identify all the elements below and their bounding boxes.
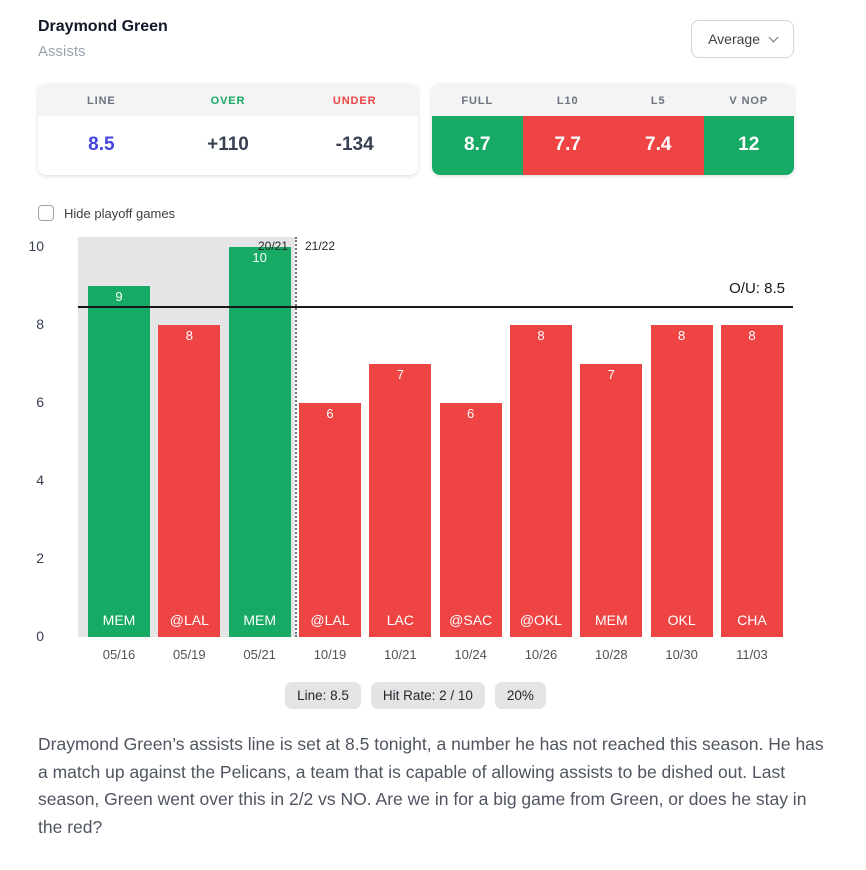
bar-opponent: OKL [667,612,696,628]
game-date: 10/21 [384,647,417,662]
splits-panel-value-full: 8.7 [432,116,523,175]
hit-percentage-pill: 20% [494,682,546,709]
game-date: 10/28 [595,647,628,662]
line-panel-value-under: -134 [335,134,374,155]
line-panel-value-line: 8.5 [88,134,115,155]
player-name: Draymond Green [38,18,168,35]
hide-playoff-checkbox[interactable] [38,205,54,221]
splits-panel-header-l5: L5 [650,95,666,107]
stat-name: Assists [38,43,86,60]
assists-bar-10/28[interactable]: 7 MEM [580,364,643,637]
season-label-left: 20/21 [257,239,288,253]
bar-value: 8 [185,328,193,343]
summary-pills: Line: 8.5 Hit Rate: 2 / 10 20% [38,682,793,709]
bar-opponent: MEM [102,612,136,628]
bar-value: 8 [678,328,686,343]
assists-bar-10/21[interactable]: 7 LAC [369,364,432,637]
splits-panel-header-row: FULL L10 L5 V NOP [432,84,794,116]
bar-opponent: @SAC [449,612,493,628]
y-axis-tick: 10 [28,238,44,254]
hide-playoff-label: Hide playoff games [64,205,176,221]
line-odds-panel: LINE OVER UNDER 8.5 +110 -134 [38,84,418,175]
bar-opponent: LAC [386,612,414,628]
assists-bar-10/30[interactable]: 8 OKL [650,325,713,637]
bar-opponent: CHA [737,612,767,628]
bar-value: 6 [326,406,334,421]
line-panel-value-row: 8.5 +110 -134 [38,116,418,175]
header: Draymond Green Assists Average [38,18,794,60]
y-axis-tick: 8 [36,316,44,332]
y-axis-tick: 6 [36,394,44,410]
bar-value: 6 [467,406,475,421]
bar-value: 7 [396,367,404,382]
bar-value: 8 [748,328,756,343]
bar-opponent: @LAL [310,612,350,628]
bar-opponent: MEM [594,612,628,628]
average-dropdown-label: Average [708,31,760,47]
splits-panel-value-row: 8.7 7.7 7.4 12 [432,116,794,175]
game-date: 11/03 [736,647,768,662]
chevron-down-icon [768,32,779,42]
bar-opponent: @LAL [169,612,209,628]
assists-bar-05/16[interactable]: 9 MEM [88,286,150,637]
splits-panel: FULL L10 L5 V NOP 8.7 7.7 7.4 12 [432,84,794,175]
game-date: 10/30 [665,647,698,662]
splits-panel-header-l10: L10 [556,95,579,107]
line-panel-header-line: LINE [87,95,116,107]
assists-bar-10/19[interactable]: 6 @LAL [298,403,361,637]
line-panel-header-over: OVER [210,95,246,107]
odds-panels: LINE OVER UNDER 8.5 +110 -134 FULL L10 L5 V NOP… [38,84,794,175]
game-date: 10/24 [454,647,487,662]
season-label-right: 21/22 [305,239,336,253]
line-panel-header-row: LINE OVER UNDER [38,84,418,116]
assists-bar-05/21[interactable]: 10 MEM [228,247,291,637]
assists-bar-10/24[interactable]: 6 @SAC [439,403,502,637]
bar-value: 9 [115,289,123,304]
bar-opponent: @OKL [519,612,563,628]
season-divider-line [295,237,297,637]
line-panel-value-over: +110 [207,134,249,155]
bar-value: 7 [607,367,615,382]
assists-bar-10/26[interactable]: 8 @OKL [509,325,572,637]
bar-opponent: MEM [243,612,276,628]
y-axis-tick: 2 [36,550,44,566]
game-date: 05/16 [102,647,136,662]
bar-value: 10 [252,250,267,265]
bars-container: 9 MEM 8 @LAL 10 MEM 6 @LAL 7 LAC 6 @SAC … [78,237,793,637]
analysis-text: Draymond Green’s assists line is set at … [38,734,824,837]
hide-playoff-toggle[interactable]: Hide playoff games [38,205,175,221]
assists-bar-05/19[interactable]: 8 @LAL [158,325,221,637]
over-under-label: O/U: 8.5 [729,279,785,297]
game-date: 10/19 [313,647,347,662]
title-block: Draymond Green Assists [38,18,168,60]
game-date: 05/21 [243,647,276,662]
assists-bar-11/03[interactable]: 8 CHA [720,325,783,637]
hit-rate-pill: Hit Rate: 2 / 10 [370,682,485,709]
splits-panel-value-l5: 7.4 [613,116,704,175]
chart-plot-area: 9 MEM 8 @LAL 10 MEM 6 @LAL 7 LAC 6 @SAC … [28,237,793,644]
game-date: 05/19 [173,647,206,662]
average-dropdown[interactable]: Average [691,20,794,58]
line-panel-header-under: UNDER [332,95,377,107]
splits-panel-value-l10: 7.7 [522,116,613,175]
line-pill: Line: 8.5 [285,682,361,709]
assists-bar-chart: 9 MEM 8 @LAL 10 MEM 6 @LAL 7 LAC 6 @SAC … [28,237,793,662]
over-under-line [78,305,793,308]
splits-panel-value-v-nop: 12 [703,116,794,175]
x-axis-dates: 05/16 05/19 05/21 10/19 10/21 10/24 10/26 10/28… [78,647,793,662]
game-date: 10/26 [524,647,558,662]
bar-value: 8 [537,328,545,343]
y-axis-tick: 0 [36,628,44,644]
splits-panel-header-v-nop: V NOP [729,95,769,107]
y-axis-tick: 4 [36,472,44,488]
splits-panel-header-full: FULL [461,95,494,107]
